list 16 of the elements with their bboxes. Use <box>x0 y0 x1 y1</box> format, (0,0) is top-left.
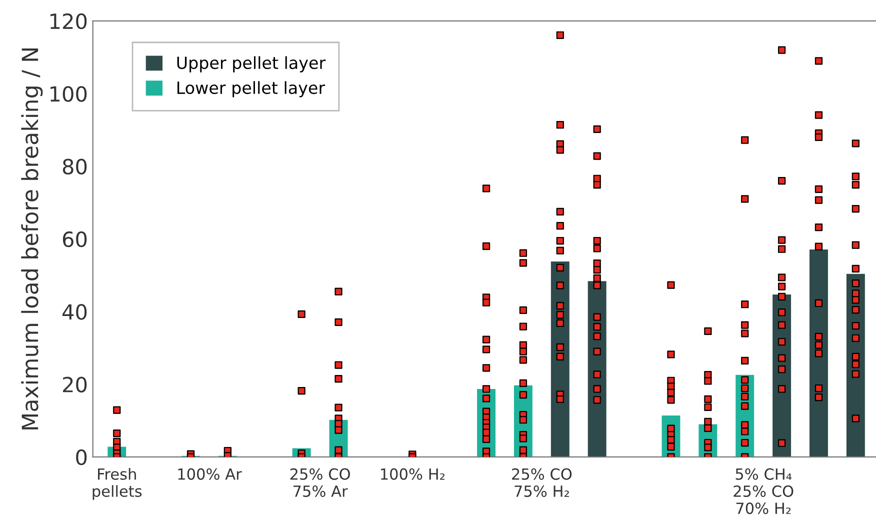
x-tick-label: 100% Ar <box>178 468 242 480</box>
y-tick-label: 60 <box>62 231 87 248</box>
y-axis-title: Maximum load before breaking / N <box>21 48 43 430</box>
y-tick-label: 100 <box>50 86 87 102</box>
legend-label: Upper pellet layer <box>177 56 326 72</box>
y-tick-label: 0 <box>76 449 87 466</box>
x-tick-label: Fresh pellets <box>92 468 142 500</box>
x-tick-label: 25% CO 75% H₂ <box>512 468 572 497</box>
y-tick-label: 20 <box>63 376 87 392</box>
x-tick-label: 100% H₂ <box>381 468 445 480</box>
x-tick-label: 5% CH₄ 25% CO 70% H₂ <box>734 468 794 514</box>
legend-label: Lower pellet layer <box>177 81 326 98</box>
x-tick-label: 25% CO 75% Ar <box>290 468 350 497</box>
y-tick-label: 40 <box>62 304 87 320</box>
y-tick-label: 120 <box>50 13 87 30</box>
y-tick-label: 80 <box>62 158 87 174</box>
